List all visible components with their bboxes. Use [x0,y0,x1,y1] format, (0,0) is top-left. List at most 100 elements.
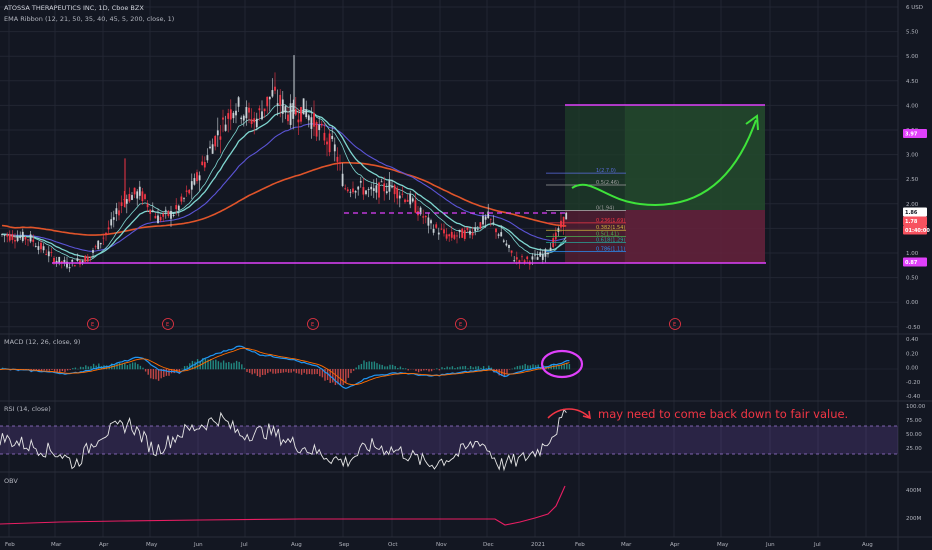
time-axis[interactable]: Feb Mar Apr May Jun Jul Aug Sep Oct Nov Dec 2021 Feb… [5,542,873,548]
time-tick-label: May [146,542,158,548]
candle-body [128,193,131,202]
macd-histogram-bar [204,358,207,370]
candle-body [318,124,321,131]
candle-body [190,181,193,190]
macd-histogram-bar [339,369,342,386]
candle-body [162,213,165,217]
candle-body [170,210,172,219]
price-candles [1,55,568,273]
earnings-marker-icon [87,318,99,330]
macd-histogram-bar [118,362,121,370]
candle-body [266,96,269,107]
candle-body [118,210,120,216]
candle-body [435,224,438,228]
macd-histogram-bar [345,369,347,384]
candle-body [534,254,536,256]
candle-body [123,199,126,201]
macd-histogram-bar [467,368,469,370]
candle-body [268,96,271,100]
price-tag [903,257,927,267]
macd-tick-label: -0.20 [906,380,921,386]
macd-histogram-bar [350,369,352,374]
macd-histogram-bar [217,361,220,370]
candle-body [206,155,209,161]
time-tick-label: Nov [436,542,447,548]
candle-body [209,146,211,149]
annotation-arrow[interactable] [547,408,591,419]
candle-body [125,199,128,204]
earnings-marker-icon [307,318,319,330]
projection-arrowhead-icon [745,114,759,131]
price-tick-label: 6 USD [906,5,923,11]
macd-histogram-bar [254,369,256,374]
macd-histogram-bar [342,369,344,386]
candle-body [180,196,183,202]
price-tags: 3.97 1.86 1.78 01:40:00 0.87 [903,129,930,267]
candle-body [339,162,341,164]
candle-body [305,109,308,118]
macd-histogram-bar [272,369,274,374]
time-tick-label: 2021 [531,542,545,548]
macd-histogram-bar [360,363,363,370]
macd-histogram-bar [186,365,188,370]
candle-body [294,109,297,115]
macd-histogram-bar [87,366,90,370]
time-tick-label: Oct [388,542,398,548]
macd-histogram-bar [402,368,404,370]
macd-histogram-bar [449,367,451,370]
macd-histogram-bar [150,369,152,379]
candle-body [92,250,94,253]
candle-body [547,252,549,255]
macd-histogram-bar [194,361,196,370]
macd-histogram-bar [74,367,77,370]
macd-histogram-bar [566,362,568,370]
macd-histogram-bar [389,364,391,370]
candle-body [508,245,510,248]
obv-tick-label: 200M [906,516,921,522]
candle-body [253,118,256,123]
candle-body [362,187,365,195]
ema-12-line [1,104,567,261]
macd-histogram-bar [147,369,149,375]
earnings-marker-icon [669,318,681,330]
time-tick-label: Dec [483,542,494,548]
rsi-tick-label: 25.00 [906,446,922,452]
earnings-marker-label: E [91,322,94,328]
macd-histogram-bar [228,361,230,370]
candle-body [378,182,380,198]
macd-histogram-bar [514,367,516,370]
time-tick-label: Apr [99,542,109,548]
earnings-marker-icon [162,318,174,330]
macd-histogram-bar [256,369,259,377]
price-tick-label: 3.00 [906,153,919,159]
candle-body [497,234,500,236]
macd-histogram-bar [436,368,438,370]
macd-histogram-bar [316,369,318,374]
macd-histogram-bar [371,361,373,370]
candle-body [211,144,214,154]
projection-arrow[interactable] [571,119,757,206]
macd-histogram-bar [53,369,56,372]
macd-histogram-bar [355,367,357,370]
macd-highlight-circle[interactable] [540,349,584,379]
grid-lines [0,0,898,537]
time-tick-label: Feb [5,542,15,548]
candle-body [307,115,310,121]
candle-body [401,193,404,195]
macd-histogram-bar [233,362,235,370]
candle-body [193,178,196,185]
macd-histogram-bar [560,365,563,370]
candle-body [445,234,448,239]
earnings-marker-label: E [459,322,462,328]
macd-histogram-bar [519,365,521,370]
candle-body [518,260,521,264]
macd-histogram-bar [469,365,472,370]
macd-histogram-bar [287,369,290,373]
candle-body [154,215,157,219]
macd-histogram-bar [558,364,560,370]
macd-histogram-bar [280,369,282,374]
candle-body [232,112,235,119]
rsi-legend: RSI (14, close) [4,405,51,413]
candle-body [388,180,391,192]
